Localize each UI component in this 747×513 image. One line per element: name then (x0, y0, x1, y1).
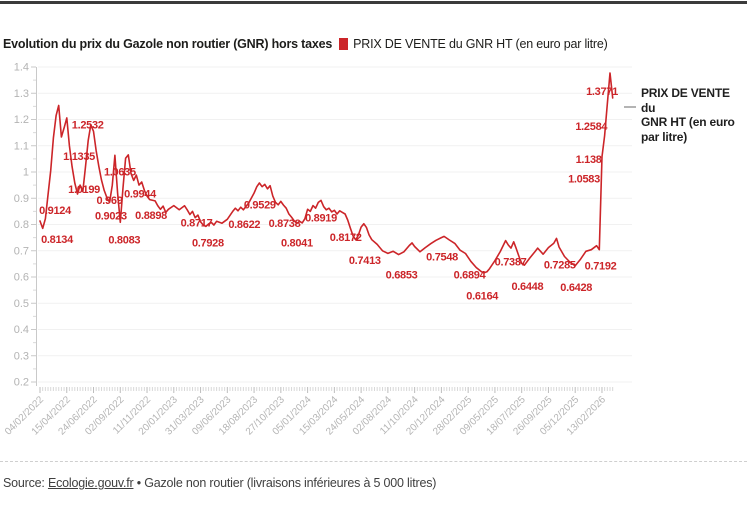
data-label: 0.8898 (135, 210, 167, 222)
y-axis-label: 0.9 (14, 193, 29, 205)
data-label: 0.7192 (585, 261, 617, 273)
source-link[interactable]: Ecologie.gouv.fr (47, 476, 134, 490)
data-label: 0.8919 (305, 212, 337, 224)
data-label: 1.0583 (568, 174, 600, 186)
legend: PRIX DE VENTE du GNR HT (en euro par lit… (339, 37, 608, 51)
source-line: Source: Ecologie.gouv.fr • Gazole non ro… (3, 476, 436, 490)
data-label: 1.2532 (72, 120, 104, 132)
y-axis-label: 0.6 (14, 272, 29, 284)
data-label: 0.8172 (330, 232, 362, 244)
price-line-series (39, 72, 614, 274)
y-axis-label: 1 (23, 167, 29, 179)
data-label: 0.7548 (426, 251, 458, 263)
top-rule (0, 1, 747, 4)
data-label: 0.8041 (281, 237, 313, 249)
data-label: 0.6853 (386, 270, 418, 282)
y-axis-label: 0.5 (14, 298, 29, 310)
legend-swatch-icon (339, 38, 349, 50)
source-prefix: Source: (3, 476, 48, 490)
data-label: 1.3771 (586, 86, 618, 98)
chart-header: Evolution du prix du Gazole non routier … (3, 37, 747, 51)
data-label: 0.8622 (228, 219, 260, 231)
y-axis-label: 0.7 (14, 245, 29, 257)
data-label: 0.8134 (41, 234, 74, 246)
source-rest: • Gazole non routier (livraisons inférie… (133, 476, 437, 490)
data-label: 0.7285 (544, 259, 576, 271)
y-axis-label: 1.3 (14, 88, 29, 100)
y-axis-label: 1.2 (14, 114, 29, 126)
data-label: 0.9944 (124, 189, 157, 201)
data-label: 0.6164 (466, 291, 499, 303)
data-label: 0.7413 (349, 255, 381, 267)
data-label: 0.9124 (39, 205, 72, 217)
legend-label: PRIX DE VENTE du GNR HT (en euro par lit… (353, 37, 608, 51)
footer-separator (0, 461, 747, 462)
data-label: 0.6448 (511, 281, 543, 293)
series-annotation-line: PRIX DE VENTE du (641, 86, 730, 115)
data-label: 0.6428 (560, 282, 592, 294)
series-annotation-line: par litre) (641, 129, 688, 144)
series-annotation: PRIX DE VENTE du GNR HT (en euro par lit… (641, 86, 747, 144)
y-axis-label: 1.4 (14, 62, 29, 74)
data-label: 0.8717 (181, 218, 213, 230)
series-annotation-line: GNR HT (en euro (641, 115, 735, 129)
data-label: 1.1335 (63, 151, 95, 163)
data-label: 0.7387 (495, 257, 527, 269)
data-label: 0.969 (96, 195, 122, 207)
data-label: 1.138 (576, 154, 602, 166)
y-axis-label: 1.1 (14, 140, 29, 152)
data-label: 0.9529 (244, 199, 276, 211)
data-label: 1.2584 (575, 121, 608, 133)
y-axis-label: 0.3 (14, 350, 29, 362)
data-label: 0.8083 (108, 234, 140, 246)
data-label: 0.7928 (192, 237, 224, 249)
y-axis-label: 0.2 (14, 377, 29, 389)
data-label: 1.0199 (68, 184, 100, 196)
chart-title: Evolution du prix du Gazole non routier … (3, 37, 333, 51)
data-label: 1.0635 (104, 166, 136, 178)
y-axis-label: 0.8 (14, 219, 29, 231)
y-axis-label: 0.4 (14, 324, 29, 336)
data-label: 0.8738 (269, 218, 301, 230)
data-label: 0.9023 (95, 211, 127, 223)
data-label: 0.6894 (454, 270, 487, 282)
